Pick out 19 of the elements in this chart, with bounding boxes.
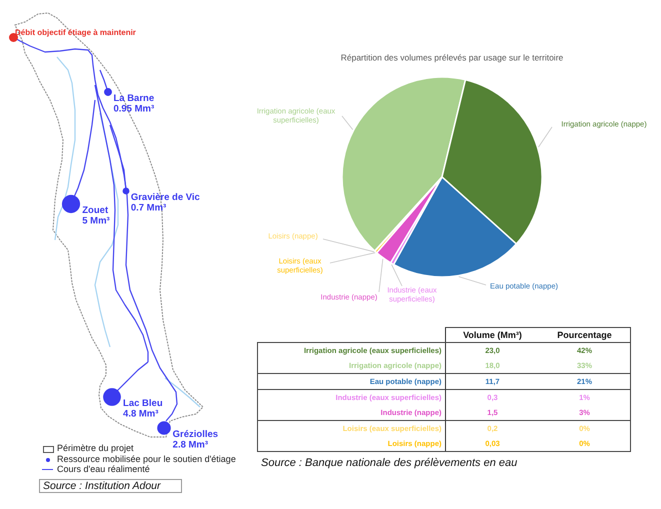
text: Volume (Mm³) xyxy=(445,328,540,342)
data-label: 4.8 Mm³ xyxy=(123,408,158,420)
text: Pourcentage xyxy=(540,328,630,342)
source-note: Source : Banque nationale des prélèvements en eau xyxy=(261,457,518,469)
text: Débit objectif étiage à maintenir xyxy=(15,28,136,37)
category-label: La Barne xyxy=(113,93,154,104)
category-label: Gravière de Vic xyxy=(130,192,200,203)
data-label: 2.8 Mm³ xyxy=(172,440,208,450)
data-label: 0.7 Mm³ xyxy=(130,202,166,214)
data-label: 0.95 Mm³ xyxy=(113,104,154,114)
category-label: Lac Bleu xyxy=(123,398,163,409)
category-label: Gréziolles xyxy=(172,429,218,440)
text: Périmètre du projet xyxy=(57,443,134,454)
category-label: Zouet xyxy=(82,205,109,216)
source-note: Source : Institution Adour xyxy=(39,479,182,493)
text: Cours d'eau réalimenté xyxy=(57,464,150,475)
chart-title: Répartition des volumes prélevés par usage sur le territoire xyxy=(340,52,564,62)
legend-label: Ressource mobilisée pour le soutien d'étiage xyxy=(57,454,236,464)
data-label: 5 Mm³ xyxy=(82,216,110,226)
